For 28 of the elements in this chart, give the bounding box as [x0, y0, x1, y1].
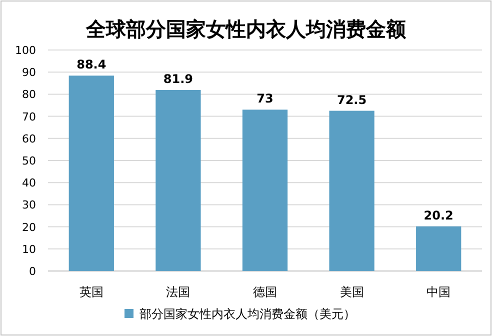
legend: 部分国家女性内衣人均消费金额（美元） [124, 307, 356, 321]
x-tick-label: 美国 [340, 285, 364, 299]
y-tick-label: 10 [22, 242, 36, 256]
y-tick-label: 0 [29, 265, 36, 278]
y-tick-label: 30 [22, 198, 36, 212]
x-tick-label: 法国 [166, 285, 190, 299]
y-tick-label: 90 [22, 66, 36, 80]
data-label: 81.9 [163, 72, 194, 86]
y-tick-label: 70 [22, 110, 36, 124]
data-label: 73 [256, 92, 274, 106]
x-tick-label: 德国 [253, 285, 277, 299]
x-tick-label: 英国 [79, 285, 104, 299]
data-label: 72.5 [336, 92, 367, 107]
y-tick-label: 20 [22, 220, 36, 234]
chart-title: 全球部分国家女性内衣人均消费金额 [85, 17, 407, 41]
y-tick-label: 40 [22, 176, 36, 190]
y-tick-label: 50 [22, 154, 36, 168]
data-label: 88.4 [76, 58, 106, 72]
y-tick-label: 100 [15, 44, 36, 57]
x-tick-label: 中国 [426, 285, 451, 299]
bar [242, 110, 288, 271]
y-tick-label: 60 [22, 132, 36, 146]
bar [68, 76, 114, 271]
bar [156, 90, 201, 271]
bar [329, 110, 374, 271]
y-tick-label: 80 [22, 88, 36, 102]
bar [416, 226, 462, 271]
data-label: 20.2 [424, 208, 454, 222]
